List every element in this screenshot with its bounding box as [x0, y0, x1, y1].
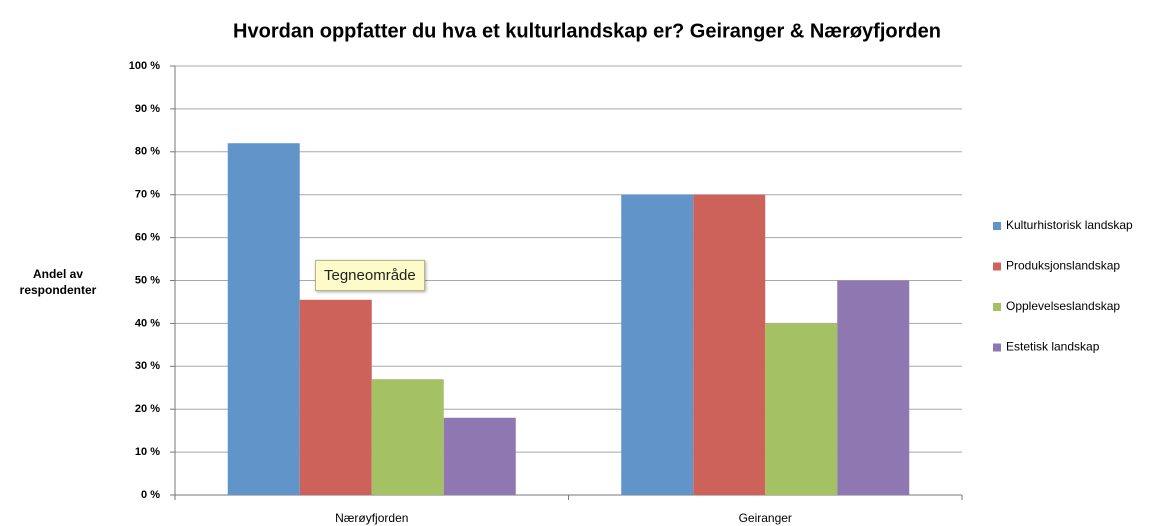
bar [621, 194, 694, 495]
legend-label: Kulturhistorisk landskap [1006, 218, 1133, 232]
bar [371, 379, 444, 495]
y-tick-label: 70 % [135, 189, 160, 201]
y-tick-label: 100 % [129, 60, 160, 72]
bar [227, 143, 300, 495]
y-tick-label: 20 % [135, 403, 160, 415]
bar [765, 323, 838, 495]
legend-swatch [993, 262, 1001, 271]
bar [299, 299, 372, 495]
bar [693, 194, 766, 495]
x-tick-label: Geiranger [739, 511, 792, 525]
y-axis-label: Andel av respondenter [19, 267, 97, 297]
legend-swatch [993, 343, 1001, 352]
bar [837, 280, 910, 495]
chart-title: Hvordan oppfatter du hva et kulturlandsk… [233, 20, 941, 42]
legend-label: Produksjonslandskap [1006, 259, 1120, 273]
y-tick-label: 30 % [135, 360, 160, 372]
y-tick-label: 60 % [135, 232, 160, 244]
tooltip: Tegneområde [315, 260, 425, 291]
legend-swatch [993, 222, 1001, 230]
y-tick-label: 90 % [135, 103, 160, 115]
y-tick-label: 80 % [135, 146, 160, 158]
legend-label: Estetisk landskap [1006, 340, 1100, 354]
y-tick-label: 50 % [135, 274, 160, 286]
legend-swatch [993, 303, 1001, 311]
y-tick-label: 0 % [141, 489, 160, 501]
y-tick-label: 10 % [135, 446, 160, 458]
legend-label: Opplevelseslandskap [1006, 299, 1120, 313]
x-tick-label: Nærøyfjorden [335, 511, 408, 525]
bar [443, 417, 516, 495]
y-tick-label: 40 % [135, 317, 160, 329]
